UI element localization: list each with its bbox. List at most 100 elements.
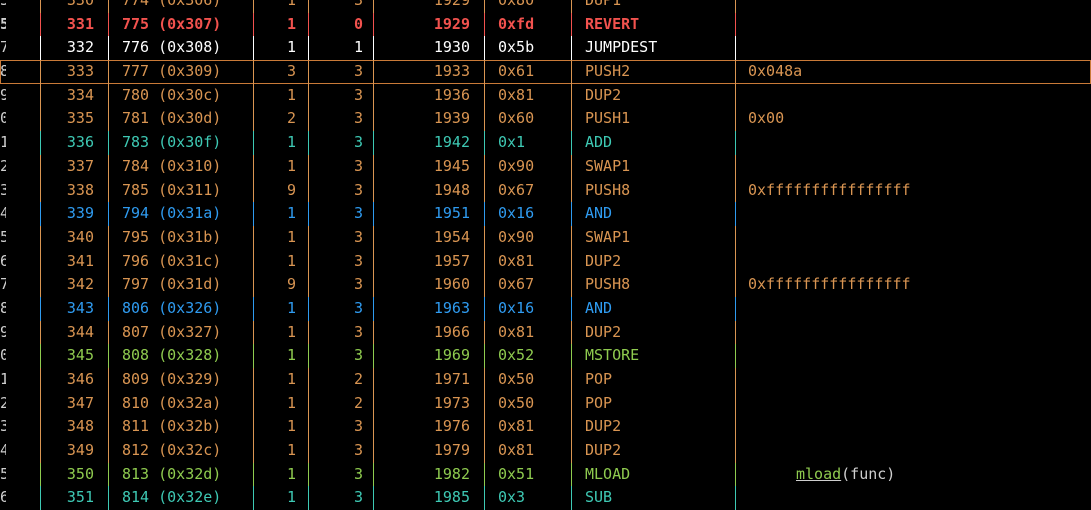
program-counter-cell: 781 (0x30d) bbox=[108, 107, 253, 132]
line-gutter-number: 3 bbox=[0, 417, 6, 436]
trace-row[interactable]: 0 335 781 (0x30d) 2 3 1939 0x60 PUSH1 0x00 bbox=[0, 107, 1091, 132]
cumulative-gas-cell: 1933 bbox=[373, 60, 484, 84]
opcode-name-cell: JUMPDEST bbox=[571, 36, 735, 61]
opcode-name-cell: DUP1 bbox=[571, 0, 735, 13]
cumulative-gas-cell: 1948 bbox=[373, 178, 484, 203]
opcode-hex-cell: 0x81 bbox=[484, 249, 571, 274]
trace-row[interactable]: 2 347 810 (0x32a) 1 2 1973 0x50 POP bbox=[0, 391, 1091, 416]
opcode-name-cell: REVERT bbox=[571, 12, 735, 37]
step-index-cell: 346 bbox=[40, 368, 108, 392]
opcode-hex-cell: 0xfd bbox=[484, 12, 571, 37]
instruction-size-cell: 1 bbox=[253, 36, 308, 61]
trace-row[interactable]: 5 340 795 (0x31b) 1 3 1954 0x90 SWAP1 bbox=[0, 225, 1091, 250]
trace-row-selected[interactable]: 8 333 777 (0x309) 3 3 1933 0x61 PUSH2 0x048a bbox=[0, 60, 1091, 84]
push-argument-cell bbox=[735, 296, 1091, 321]
program-counter-cell: 784 (0x310) bbox=[108, 154, 253, 179]
opcode-hex-cell: 0x90 bbox=[484, 225, 571, 250]
program-counter-cell: 783 (0x30f) bbox=[108, 131, 253, 155]
push-argument-cell: mload(func) bbox=[735, 462, 1091, 487]
trace-row[interactable]: 9 344 807 (0x327) 1 3 1966 0x81 DUP2 bbox=[0, 320, 1091, 345]
line-gutter-number: 6 bbox=[0, 251, 6, 270]
step-index-cell: 334 bbox=[40, 83, 108, 108]
push-argument-cell bbox=[735, 0, 1091, 13]
step-index-cell: 332 bbox=[40, 36, 108, 61]
trace-row[interactable]: 6 351 814 (0x32e) 1 3 1985 0x3 SUB bbox=[0, 486, 1091, 510]
program-counter-cell: 807 (0x327) bbox=[108, 320, 253, 345]
gas-cost-cell: 3 bbox=[308, 273, 373, 297]
cumulative-gas-cell: 1954 bbox=[373, 225, 484, 250]
trace-row[interactable]: 3 348 811 (0x32b) 1 3 1976 0x81 DUP2 bbox=[0, 415, 1091, 440]
line-gutter-number: 8 bbox=[0, 62, 6, 81]
opcode-hex-cell: 0x81 bbox=[484, 439, 571, 463]
trace-row[interactable]: 6 341 796 (0x31c) 1 3 1957 0x81 DUP2 bbox=[0, 249, 1091, 274]
gas-cost-cell: 3 bbox=[308, 107, 373, 132]
push-argument-cell: 0x00 bbox=[735, 107, 1091, 132]
step-index-cell: 339 bbox=[40, 202, 108, 226]
cumulative-gas-cell: 1976 bbox=[373, 415, 484, 440]
instruction-size-cell: 1 bbox=[253, 486, 308, 510]
step-index-cell: 341 bbox=[40, 249, 108, 274]
cumulative-gas-cell: 1951 bbox=[373, 202, 484, 226]
cumulative-gas-cell: 1966 bbox=[373, 320, 484, 345]
program-counter-cell: 775 (0x307) bbox=[108, 12, 253, 37]
push-argument-cell bbox=[735, 368, 1091, 392]
trace-row[interactable]: 1 336 783 (0x30f) 1 3 1942 0x1 ADD bbox=[0, 131, 1091, 155]
trace-row[interactable]: 9 334 780 (0x30c) 1 3 1936 0x81 DUP2 bbox=[0, 83, 1091, 108]
annotation-arguments: (func) bbox=[841, 464, 896, 483]
instruction-size-cell: 1 bbox=[253, 0, 308, 13]
line-gutter-number: 5 bbox=[0, 0, 6, 9]
trace-row[interactable]: 5 330 774 (0x306) 1 3 1929 0x80 DUP1 bbox=[0, 0, 1091, 13]
trace-row[interactable]: 1 346 809 (0x329) 1 2 1971 0x50 POP bbox=[0, 368, 1091, 392]
line-gutter-number: 7 bbox=[0, 275, 6, 294]
line-gutter-number: 0 bbox=[0, 346, 6, 365]
push-argument-cell bbox=[735, 439, 1091, 463]
opcode-hex-cell: 0x16 bbox=[484, 202, 571, 226]
opcode-hex-cell: 0x50 bbox=[484, 368, 571, 392]
trace-row[interactable]: 4 339 794 (0x31a) 1 3 1951 0x16 AND bbox=[0, 202, 1091, 226]
push-argument-cell bbox=[735, 415, 1091, 440]
cumulative-gas-cell: 1979 bbox=[373, 439, 484, 463]
gas-cost-cell: 3 bbox=[308, 439, 373, 463]
trace-row[interactable]: 5 350 813 (0x32d) 1 3 1982 0x51 MLOAD mload(func… bbox=[0, 462, 1091, 487]
trace-row[interactable]: 0 345 808 (0x328) 1 3 1969 0x52 MSTORE bbox=[0, 344, 1091, 368]
instruction-size-cell: 1 bbox=[253, 462, 308, 487]
gas-cost-cell: 3 bbox=[308, 202, 373, 226]
opcode-hex-cell: 0x51 bbox=[484, 462, 571, 487]
instruction-size-cell: 1 bbox=[253, 415, 308, 440]
push-argument-cell bbox=[735, 249, 1091, 274]
instruction-size-cell: 1 bbox=[253, 344, 308, 368]
trace-row[interactable]: 5 331 775 (0x307) 1 0 1929 0xfd REVERT bbox=[0, 12, 1091, 37]
step-index-cell: 335 bbox=[40, 107, 108, 132]
opcode-hex-cell: 0x61 bbox=[484, 60, 571, 84]
trace-row[interactable]: 3 338 785 (0x311) 9 3 1948 0x67 PUSH8 0xffffffff… bbox=[0, 178, 1091, 203]
instruction-size-cell: 9 bbox=[253, 178, 308, 203]
opcode-hex-cell: 0x67 bbox=[484, 273, 571, 297]
trace-row[interactable]: 2 337 784 (0x310) 1 3 1945 0x90 SWAP1 bbox=[0, 154, 1091, 179]
trace-row[interactable]: 7 332 776 (0x308) 1 1 1930 0x5b JUMPDEST bbox=[0, 36, 1091, 61]
instruction-size-cell: 1 bbox=[253, 225, 308, 250]
program-counter-cell: 814 (0x32e) bbox=[108, 486, 253, 510]
opcode-hex-cell: 0x80 bbox=[484, 0, 571, 13]
cumulative-gas-cell: 1929 bbox=[373, 0, 484, 13]
instruction-size-cell: 3 bbox=[253, 60, 308, 84]
opcode-hex-cell: 0x81 bbox=[484, 415, 571, 440]
opcode-hex-cell: 0x81 bbox=[484, 320, 571, 345]
opcode-hex-cell: 0x81 bbox=[484, 83, 571, 108]
trace-row[interactable]: 7 342 797 (0x31d) 9 3 1960 0x67 PUSH8 0xffffffff… bbox=[0, 273, 1091, 297]
trace-row[interactable]: 4 349 812 (0x32c) 1 3 1979 0x81 DUP2 bbox=[0, 439, 1091, 463]
gas-cost-cell: 3 bbox=[308, 225, 373, 250]
instruction-size-cell: 1 bbox=[253, 131, 308, 155]
cumulative-gas-cell: 1945 bbox=[373, 154, 484, 179]
gas-cost-cell: 2 bbox=[308, 368, 373, 392]
gas-cost-cell: 2 bbox=[308, 391, 373, 416]
opcode-hex-cell: 0x90 bbox=[484, 154, 571, 179]
cumulative-gas-cell: 1969 bbox=[373, 344, 484, 368]
opcode-name-cell: POP bbox=[571, 368, 735, 392]
instruction-size-cell: 1 bbox=[253, 391, 308, 416]
trace-row[interactable]: 8 343 806 (0x326) 1 3 1963 0x16 AND bbox=[0, 296, 1091, 321]
cumulative-gas-cell: 1936 bbox=[373, 83, 484, 108]
step-index-cell: 350 bbox=[40, 462, 108, 487]
push-argument-cell: 0xffffffffffffffff bbox=[735, 273, 1091, 297]
opcode-hex-cell: 0x1 bbox=[484, 131, 571, 155]
